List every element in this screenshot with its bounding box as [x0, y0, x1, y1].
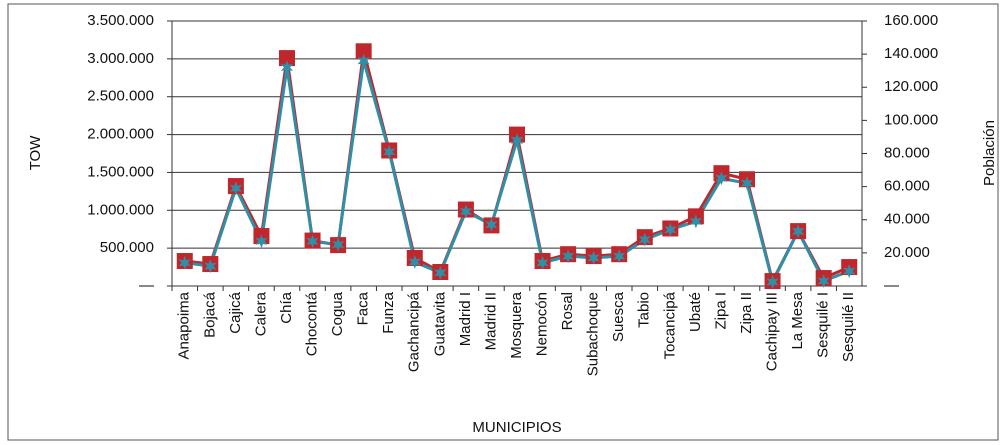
y-tick-label: 3.000.000 [87, 50, 154, 67]
x-tick-label: La Mesa [789, 291, 806, 349]
x-tick-label: Madrid I [457, 292, 474, 346]
marker [357, 53, 370, 68]
x-tick-label: Cogua [329, 291, 346, 336]
marker [459, 204, 472, 219]
y-tick-label: — [139, 277, 154, 294]
y2-tick-label: 40.000 [884, 211, 930, 228]
y-tick-label: 500.000 [100, 239, 154, 256]
marker [562, 249, 575, 264]
x-tick-label: Sesquilé II [840, 292, 857, 362]
marker [485, 217, 498, 232]
marker [332, 237, 345, 252]
x-tick-label: Chía [278, 291, 295, 323]
marker [280, 60, 294, 75]
y-tick-label: 1.500.000 [87, 163, 154, 180]
marker [279, 50, 295, 67]
marker [638, 232, 651, 247]
marker [843, 264, 856, 279]
y2-tick-label: 20.000 [884, 244, 930, 261]
x-tick-label: Bojacá [201, 291, 218, 338]
marker [255, 234, 268, 249]
x-tick-label: Chocontá [304, 291, 321, 356]
marker [613, 249, 626, 264]
y-axis-label: TOW [27, 135, 44, 171]
x-tick-label: Anapoima [176, 291, 193, 359]
x-tick-label: Tocancipá [661, 291, 678, 359]
y2-axis-label: Población [981, 120, 998, 186]
y2-tick-label: 160.000 [884, 12, 938, 29]
x-tick-label: Ubaté [687, 292, 704, 332]
marker [689, 214, 702, 229]
marker [536, 255, 549, 270]
y2-tick-label: 80.000 [884, 144, 930, 161]
y2-tick-label: 100.000 [884, 111, 938, 128]
marker [229, 181, 242, 196]
y-tick-label: 2.000.000 [87, 126, 154, 143]
marker [510, 133, 524, 148]
chart-border [7, 3, 999, 441]
y-tick-label: 2.500.000 [87, 88, 154, 105]
x-tick-label: Cajicá [227, 291, 244, 333]
marker [792, 224, 805, 239]
x-tick-label: Funza [380, 291, 397, 333]
y-tick-label: 1.000.000 [87, 201, 154, 218]
marker [817, 274, 830, 288]
x-tick-label: Zipa I [712, 292, 729, 330]
marker [383, 144, 396, 159]
marker [715, 171, 728, 186]
x-tick-label: Madrid II [482, 292, 499, 350]
marker [740, 176, 754, 191]
x-tick-label: Guatavita [431, 291, 448, 356]
y2-tick-label: — [884, 277, 899, 294]
marker [766, 274, 779, 289]
marker [355, 43, 372, 60]
x-tick-label: Calera [252, 291, 269, 336]
marker [178, 255, 191, 270]
y-tick-label: 3.500.000 [87, 12, 154, 29]
x-tick-label: Cachipay III [764, 292, 781, 371]
y2-tick-label: 60.000 [884, 178, 930, 195]
x-tick-label: Nemocón [534, 292, 551, 356]
x-tick-label: Mosquera [508, 291, 525, 358]
marker [204, 259, 217, 274]
x-tick-label: Faca [355, 291, 372, 325]
x-tick-label: Suesca [610, 291, 627, 342]
marker [434, 265, 447, 280]
x-tick-label: Rosal [559, 292, 576, 330]
y2-tick-label: 140.000 [884, 45, 938, 62]
marker [408, 255, 421, 269]
y2-tick-label: 120.000 [884, 78, 938, 95]
marker [664, 222, 677, 237]
x-tick-label: Subachoque [585, 292, 602, 376]
x-axis-label: MUNICIPIOS [472, 419, 561, 436]
marker [306, 234, 319, 249]
x-tick-label: Sesquilé I [815, 292, 832, 358]
x-tick-label: Gachancipá [406, 291, 423, 372]
x-tick-label: Tabio [636, 292, 653, 328]
x-tick-label: Zipa II [738, 292, 755, 334]
marker [587, 250, 600, 265]
